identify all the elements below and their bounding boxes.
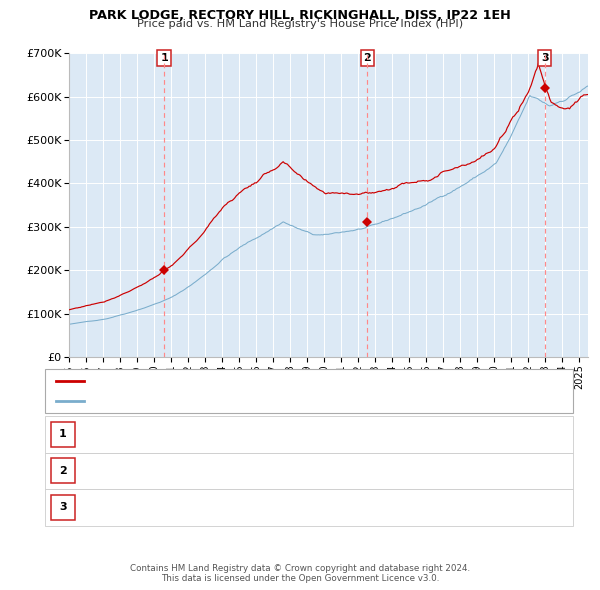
Text: 2: 2 — [59, 466, 67, 476]
Text: PARK LODGE, RECTORY HILL, RICKINGHALL, DISS, IP22 1EH: PARK LODGE, RECTORY HILL, RICKINGHALL, D… — [89, 9, 511, 22]
Text: 52% ↑ HPI: 52% ↑ HPI — [399, 430, 459, 439]
Text: 3: 3 — [59, 503, 67, 512]
Text: £311,000: £311,000 — [277, 466, 329, 476]
Text: Contains HM Land Registry data © Crown copyright and database right 2024.
This d: Contains HM Land Registry data © Crown c… — [130, 563, 470, 583]
Text: 04-AUG-2000: 04-AUG-2000 — [113, 430, 187, 439]
Text: 16-DEC-2022: 16-DEC-2022 — [113, 503, 187, 512]
Text: 3: 3 — [541, 53, 548, 63]
Text: HPI: Average price, detached house, Mid Suffolk: HPI: Average price, detached house, Mid … — [90, 396, 325, 405]
Text: Price paid vs. HM Land Registry's House Price Index (HPI): Price paid vs. HM Land Registry's House … — [137, 19, 463, 30]
Text: 1: 1 — [59, 430, 67, 439]
Text: £620,000: £620,000 — [277, 503, 329, 512]
Text: £200,000: £200,000 — [277, 430, 329, 439]
Text: 39% ↑ HPI: 39% ↑ HPI — [399, 503, 459, 512]
Text: 23% ↑ HPI: 23% ↑ HPI — [399, 466, 459, 476]
Text: 1: 1 — [160, 53, 168, 63]
Text: PARK LODGE, RECTORY HILL, RICKINGHALL, DISS, IP22 1EH (detached house): PARK LODGE, RECTORY HILL, RICKINGHALL, D… — [90, 376, 469, 386]
Text: 12-JUL-2012: 12-JUL-2012 — [116, 466, 184, 476]
Text: 2: 2 — [364, 53, 371, 63]
